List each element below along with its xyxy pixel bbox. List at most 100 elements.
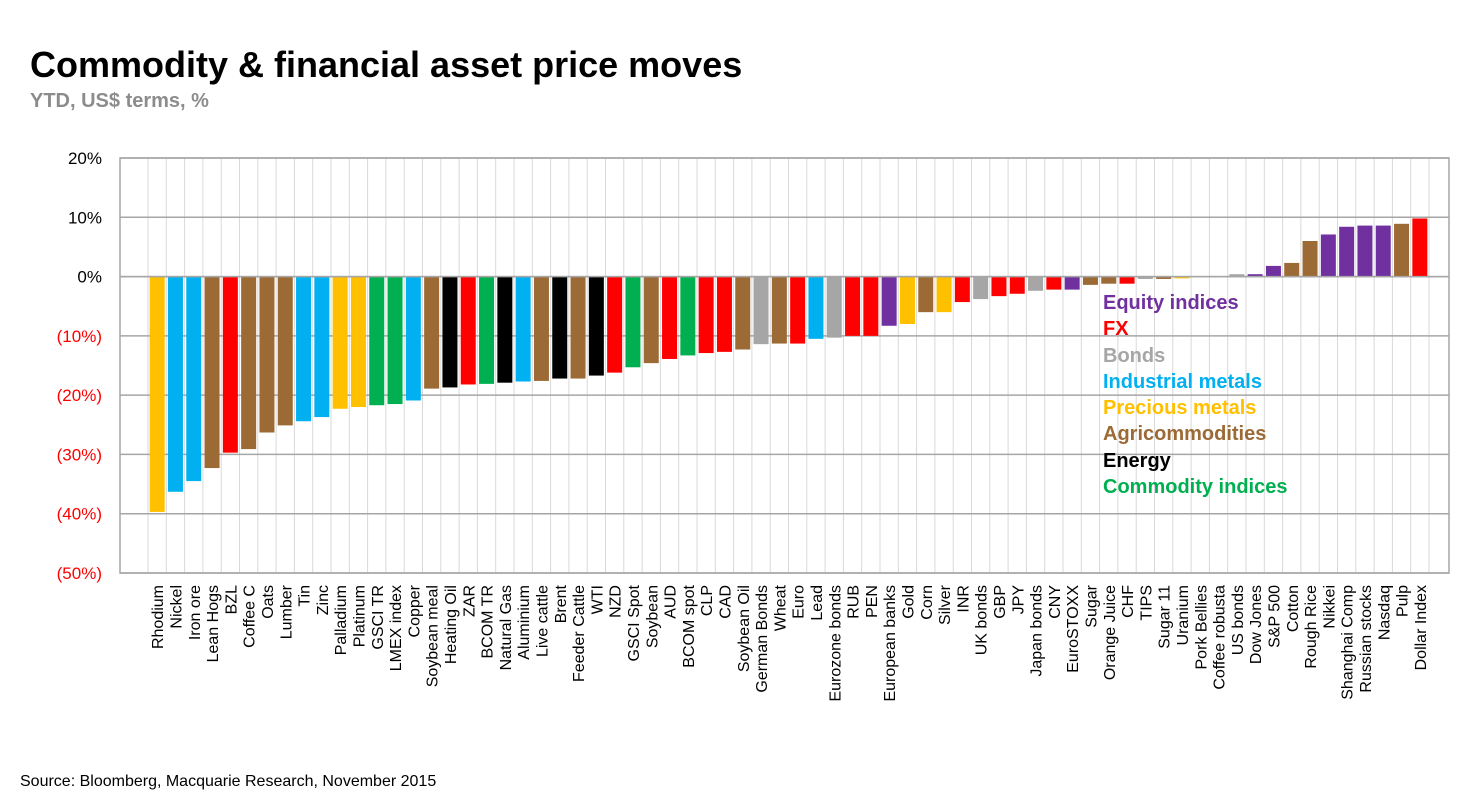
x-tick-label: Heating Oil [443,585,460,664]
x-tick-label: RUB [846,585,863,619]
bar [1119,276,1135,284]
x-tick-label: GSCI TR [370,585,387,650]
bar [735,276,751,350]
legend-equity-indices: Equity indices [1103,292,1239,314]
bar [332,276,348,409]
x-tick-label: Sugar [1083,584,1100,627]
y-tick-label: (30%) [57,445,102,464]
x-tick-label: AUD [663,585,680,619]
x-tick-label: JPY [1010,585,1027,615]
x-tick-label: Shanghai Comp [1340,585,1357,700]
x-tick-label: CHF [1120,585,1137,618]
x-tick-label: NZD [608,585,625,618]
bar [698,276,714,354]
bar [1137,276,1153,279]
bar [808,276,824,339]
bar [1265,265,1281,277]
x-tick-label: Lumber [278,584,295,639]
x-tick-label: BZL [223,585,240,614]
x-tick-label: Gold [900,585,917,619]
y-tick-label: 0% [77,268,102,287]
legend-energy: Energy [1103,449,1171,472]
x-tick-label: UK bonds [974,585,991,655]
bar [625,276,641,368]
x-tick-label: Euro [791,585,808,619]
bar [716,276,732,352]
bar [186,276,202,482]
bar [1247,274,1263,277]
x-tick-label: Nasdaq [1376,585,1393,640]
x-tick-label: S&P 500 [1266,585,1283,648]
bar [790,276,806,344]
x-tick-label: CLP [699,585,716,616]
x-tick-label: Live cattle [534,585,551,657]
x-tick-label: Sugar 11 [1157,585,1174,649]
bar [991,276,1007,297]
bar [1028,276,1044,291]
x-tick-label: Nikkei [1321,585,1338,629]
bar [314,276,330,418]
x-tick-label: ZAR [461,585,478,617]
x-tick-label: Tin [297,585,314,607]
x-tick-label: Feeder Cattle [571,585,588,682]
x-tick-label: GSCI Spot [626,584,643,661]
x-tick-label: Palladium [333,585,350,655]
x-tick-label: EuroSTOXX [1065,585,1082,673]
bar [1009,276,1025,294]
bar [588,276,604,376]
bar [1375,225,1391,277]
legend-bonds: Bonds [1103,344,1166,367]
bar [1320,234,1336,277]
legend-industrial-metals: Industrial metals [1103,370,1262,393]
y-tick-label: (10%) [57,327,102,346]
bar [1412,218,1428,277]
bar [1082,276,1098,285]
x-tick-label: Rough Rice [1303,585,1320,669]
x-tick-label: Dow Jones [1248,585,1265,664]
bar [1302,241,1318,277]
x-tick-label: Orange Juice [1102,585,1119,680]
bar [497,276,513,383]
bar [1339,226,1355,277]
bar [424,276,440,389]
bar [552,276,568,379]
bar [1229,274,1245,277]
legend-precious-metals: Precious metals [1103,397,1257,420]
bar [460,276,476,385]
x-tick-label: Nickel [168,585,185,629]
x-tick-label: Zinc [315,585,332,615]
bar [204,276,220,469]
y-tick-label: 10% [68,208,102,227]
x-tick-label: BCOM spot [681,584,698,667]
bar [918,276,934,313]
legend-fx: FX [1103,318,1129,341]
bar [387,276,403,405]
x-tick-label: Brent [553,584,570,623]
bar [1156,276,1172,279]
x-tick-label: Coffee C [242,585,259,648]
bar [1284,262,1300,277]
x-tick-label: CAD [717,585,734,619]
x-tick-label: Soybean [644,585,661,648]
legend-commodity-indices: Commodity indices [1103,476,1288,499]
bar [826,276,842,338]
x-tick-label: Russian stocks [1358,585,1375,693]
x-tick-label: Silver [937,584,954,625]
plot-frame [119,157,1450,574]
bar [845,276,861,336]
x-tick-label: Eurozone bonds [827,585,844,702]
x-tick-label: Lean Hogs [205,585,222,662]
x-tick-label: Aluminium [516,585,533,660]
x-tick-label: Dollar Index [1413,585,1430,670]
x-tick-label: Coffee robusta [1212,585,1229,690]
x-tick-label: Iron ore [187,585,204,640]
bar [515,276,531,382]
x-tick-label: Platinum [351,585,368,647]
x-tick-label: LMEX index [388,585,405,671]
bar [570,276,586,379]
x-tick-label: Copper [406,584,423,637]
x-tick-label: Lead [809,585,826,621]
x-tick-label: Japan bonds [1029,585,1046,677]
bar [662,276,678,359]
